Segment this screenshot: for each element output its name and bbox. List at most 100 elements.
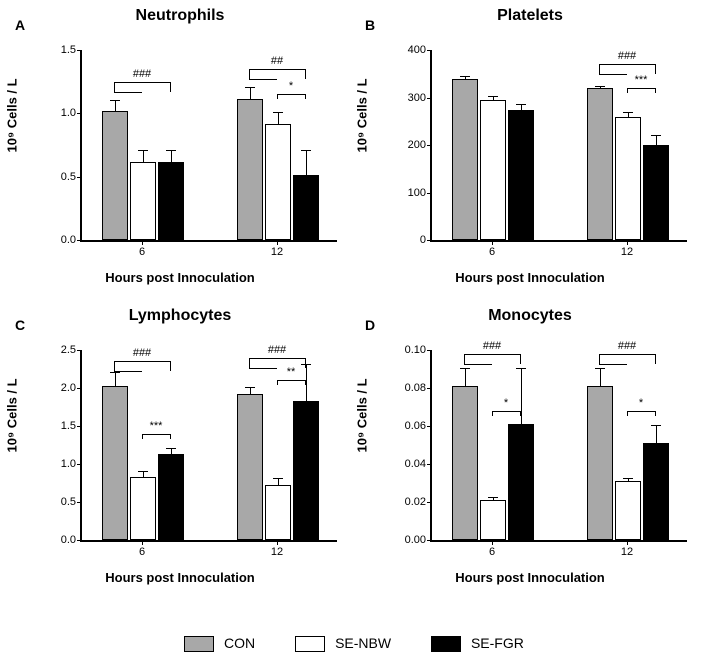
bar-con bbox=[102, 111, 128, 240]
bar-nbw bbox=[615, 117, 641, 240]
panel-C: CLymphocytes0.00.51.01.52.02.5612###***#… bbox=[10, 305, 350, 595]
bar-con bbox=[587, 386, 613, 540]
y-tick: 0.10 bbox=[405, 344, 432, 356]
bar-fgr bbox=[293, 175, 319, 240]
y-tick: 0.5 bbox=[61, 171, 82, 183]
y-tick: 1.0 bbox=[61, 458, 82, 470]
bar-con bbox=[452, 79, 478, 240]
sig-bracket bbox=[142, 434, 170, 435]
y-tick: 1.5 bbox=[61, 44, 82, 56]
x-tick: 12 bbox=[621, 240, 633, 258]
error-bar bbox=[250, 87, 251, 100]
y-tick: 0 bbox=[420, 234, 432, 246]
sig-label: ### bbox=[268, 344, 286, 356]
error-bar bbox=[250, 387, 251, 395]
bar-nbw bbox=[480, 500, 506, 540]
figure-root: ANeutrophils0.00.51.01.5612#####*10⁹ Cel… bbox=[0, 0, 708, 660]
legend-item: SE-FGR bbox=[431, 635, 524, 652]
sig-label: ### bbox=[133, 347, 151, 359]
x-tick: 6 bbox=[139, 540, 145, 558]
error-bar bbox=[115, 100, 116, 113]
y-tick: 100 bbox=[408, 187, 432, 199]
sig-label: *** bbox=[150, 420, 163, 432]
y-tick: 1.5 bbox=[61, 420, 82, 432]
bar-nbw bbox=[615, 481, 641, 540]
y-tick: 1.0 bbox=[61, 107, 82, 119]
x-axis-label: Hours post Innoculation bbox=[10, 570, 350, 585]
y-tick: 0.0 bbox=[61, 534, 82, 546]
plot-area: 0.000.020.040.060.080.10612###*###* bbox=[430, 350, 687, 542]
panel-title: Neutrophils bbox=[10, 7, 350, 25]
y-tick: 2.5 bbox=[61, 344, 82, 356]
sig-label: ### bbox=[618, 340, 636, 352]
y-tick: 0.04 bbox=[405, 458, 432, 470]
error-bar bbox=[278, 478, 279, 486]
y-tick: 0.08 bbox=[405, 382, 432, 394]
sig-bracket bbox=[627, 411, 655, 412]
error-bar bbox=[306, 150, 307, 175]
bar-con bbox=[237, 394, 263, 540]
error-bar bbox=[171, 150, 172, 163]
plot-area: 0.00.51.01.5612#####* bbox=[80, 50, 337, 242]
legend-label: SE-NBW bbox=[335, 635, 391, 651]
x-tick: 6 bbox=[489, 540, 495, 558]
error-bar bbox=[143, 150, 144, 163]
sig-label: * bbox=[639, 397, 643, 409]
sig-label: ### bbox=[483, 340, 501, 352]
bar-fgr bbox=[508, 110, 534, 240]
bar-con bbox=[587, 88, 613, 240]
bar-fgr bbox=[158, 454, 184, 540]
error-bar bbox=[171, 448, 172, 456]
x-axis-label: Hours post Innoculation bbox=[360, 570, 700, 585]
y-tick: 0.00 bbox=[405, 534, 432, 546]
panel-A: ANeutrophils0.00.51.01.5612#####*10⁹ Cel… bbox=[10, 5, 350, 295]
sig-bracket bbox=[277, 94, 305, 95]
y-tick: 200 bbox=[408, 139, 432, 151]
y-tick: 0.06 bbox=[405, 420, 432, 432]
y-tick: 2.0 bbox=[61, 382, 82, 394]
error-bar bbox=[278, 112, 279, 125]
bar-nbw bbox=[130, 477, 156, 540]
legend-label: CON bbox=[224, 635, 255, 651]
sig-bracket bbox=[599, 354, 655, 355]
panel-title: Monocytes bbox=[360, 307, 700, 325]
bar-fgr bbox=[643, 145, 669, 240]
error-bar bbox=[521, 368, 522, 425]
bar-fgr bbox=[508, 424, 534, 540]
error-bar bbox=[600, 368, 601, 387]
bar-fgr bbox=[293, 401, 319, 540]
bar-fgr bbox=[643, 443, 669, 540]
plot-area: 0100200300400612###*** bbox=[430, 50, 687, 242]
bar-nbw bbox=[130, 162, 156, 240]
sig-label: ### bbox=[618, 50, 636, 62]
sig-bracket bbox=[114, 361, 170, 362]
x-tick: 12 bbox=[271, 240, 283, 258]
legend-swatch bbox=[295, 636, 325, 652]
bar-con bbox=[102, 386, 128, 540]
legend: CON SE-NBW SE-FGR bbox=[0, 635, 708, 652]
legend-item: SE-NBW bbox=[295, 635, 391, 652]
sig-label: * bbox=[504, 397, 508, 409]
x-tick: 6 bbox=[489, 240, 495, 258]
sig-bracket bbox=[492, 411, 520, 412]
y-tick: 0.0 bbox=[61, 234, 82, 246]
y-tick: 400 bbox=[408, 44, 432, 56]
error-bar bbox=[115, 372, 116, 387]
y-tick: 0.02 bbox=[405, 496, 432, 508]
bar-nbw bbox=[265, 485, 291, 540]
error-bar bbox=[465, 368, 466, 387]
error-bar bbox=[521, 104, 522, 111]
error-bar bbox=[656, 425, 657, 444]
panel-D: DMonocytes0.000.020.040.060.080.10612###… bbox=[360, 305, 700, 595]
sig-bracket bbox=[249, 69, 305, 70]
x-axis-label: Hours post Innoculation bbox=[360, 270, 700, 285]
bar-con bbox=[452, 386, 478, 540]
sig-bracket bbox=[249, 358, 305, 359]
sig-bracket bbox=[114, 82, 170, 83]
y-tick: 300 bbox=[408, 92, 432, 104]
panel-B: BPlatelets0100200300400612###***10⁹ Cell… bbox=[360, 5, 700, 295]
bar-nbw bbox=[265, 124, 291, 240]
x-tick: 12 bbox=[271, 540, 283, 558]
x-axis-label: Hours post Innoculation bbox=[10, 270, 350, 285]
x-tick: 12 bbox=[621, 540, 633, 558]
